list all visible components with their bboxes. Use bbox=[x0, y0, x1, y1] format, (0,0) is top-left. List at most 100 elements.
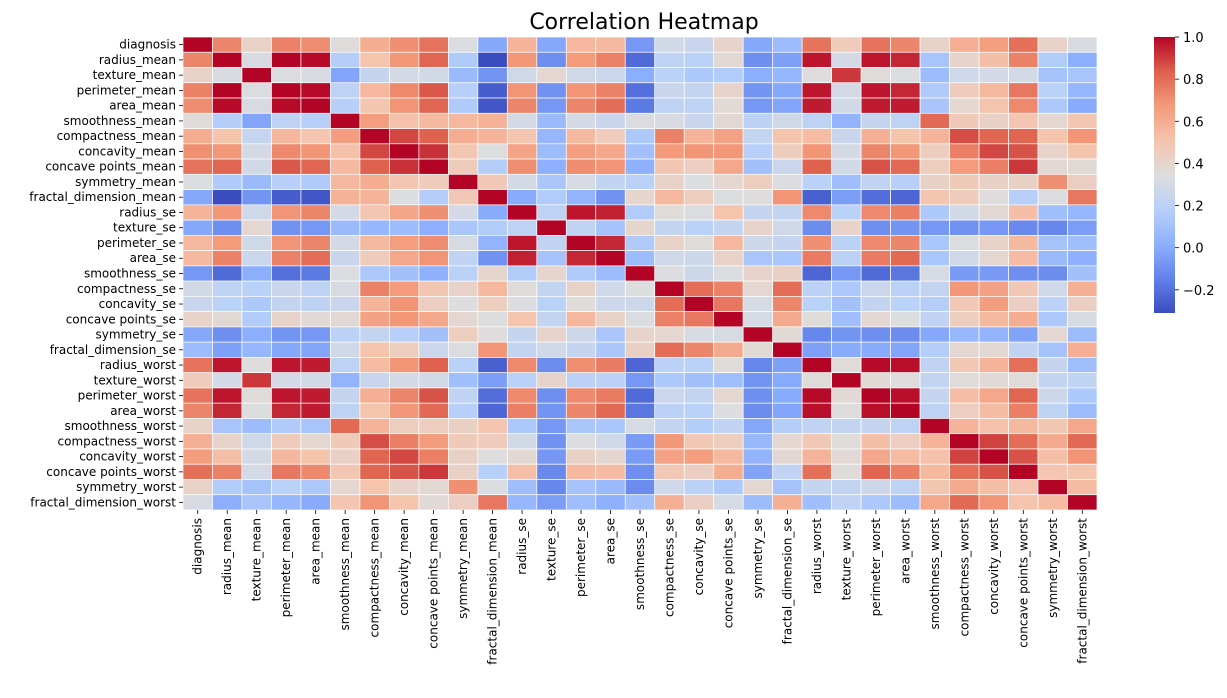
heatmap-cell bbox=[330, 357, 361, 374]
heatmap-cell bbox=[801, 357, 832, 374]
heatmap-cell bbox=[418, 112, 449, 129]
heatmap-cell bbox=[241, 265, 272, 282]
heatmap-cell bbox=[300, 418, 331, 435]
heatmap-cell bbox=[919, 189, 950, 206]
heatmap-cell bbox=[536, 357, 567, 374]
heatmap-cell bbox=[565, 402, 597, 419]
heatmap-cell bbox=[742, 402, 774, 419]
heatmap-cell bbox=[742, 128, 774, 145]
heatmap-cell bbox=[271, 357, 302, 374]
heatmap-cell bbox=[241, 204, 272, 221]
heatmap-cell bbox=[890, 387, 921, 404]
heatmap-cell bbox=[330, 173, 361, 190]
heatmap-cell bbox=[536, 311, 567, 328]
heatmap-cell bbox=[565, 296, 597, 313]
heatmap-cell bbox=[624, 311, 656, 328]
x-tick-label: area_se bbox=[604, 518, 618, 564]
heatmap-cell bbox=[713, 51, 744, 68]
heatmap-cell bbox=[477, 158, 508, 175]
heatmap-cell bbox=[418, 494, 449, 511]
heatmap-cell bbox=[448, 173, 479, 190]
y-tick-label: texture_mean bbox=[93, 68, 176, 82]
heatmap-cell bbox=[271, 433, 302, 450]
heatmap-cell bbox=[418, 311, 449, 328]
heatmap-cell bbox=[683, 51, 715, 68]
heatmap-cell bbox=[742, 418, 774, 435]
heatmap-cell bbox=[506, 204, 538, 221]
heatmap-cell bbox=[477, 463, 508, 480]
heatmap-cell bbox=[1008, 82, 1039, 99]
heatmap-cell bbox=[506, 311, 538, 328]
heatmap-cell bbox=[978, 372, 1009, 389]
heatmap-cell bbox=[330, 189, 361, 206]
heatmap-cell bbox=[801, 494, 832, 511]
heatmap-cell bbox=[536, 296, 567, 313]
heatmap-cell bbox=[536, 173, 567, 190]
heatmap-cell bbox=[565, 36, 597, 53]
heatmap-cell bbox=[418, 280, 449, 297]
heatmap-cell bbox=[1037, 51, 1068, 68]
heatmap-cell bbox=[801, 326, 832, 343]
heatmap-cell bbox=[831, 433, 862, 450]
heatmap-cell bbox=[772, 463, 803, 480]
heatmap-cell bbox=[389, 494, 420, 511]
heatmap-cell bbox=[683, 36, 715, 53]
heatmap-cell bbox=[949, 387, 980, 404]
heatmap-cell bbox=[300, 97, 331, 114]
heatmap-cell bbox=[919, 204, 950, 221]
heatmap-cell bbox=[241, 402, 272, 419]
heatmap-cell bbox=[919, 494, 950, 511]
heatmap-cell bbox=[389, 311, 420, 328]
x-axis-labels: diagnosis radius_mean texture_mean perimete… bbox=[191, 510, 1089, 665]
chart-title: Correlation Heatmap bbox=[529, 10, 758, 35]
x-tick-label: radius_se bbox=[515, 518, 529, 575]
heatmap-cell bbox=[506, 143, 538, 160]
heatmap-cell bbox=[359, 67, 390, 84]
heatmap-cell bbox=[624, 280, 656, 297]
heatmap-cell bbox=[241, 387, 272, 404]
heatmap-cell bbox=[1067, 463, 1098, 480]
heatmap-cell bbox=[801, 204, 832, 221]
heatmap-cell bbox=[742, 250, 774, 267]
heatmap-cell bbox=[389, 51, 420, 68]
heatmap-cell bbox=[212, 402, 243, 419]
heatmap-cell bbox=[978, 265, 1009, 282]
heatmap-cell bbox=[506, 463, 538, 480]
heatmap-cell bbox=[742, 311, 774, 328]
y-tick-label: concave points_se bbox=[66, 312, 176, 326]
heatmap-cell bbox=[359, 204, 390, 221]
heatmap-cell bbox=[890, 326, 921, 343]
y-tick-label: symmetry_se bbox=[96, 328, 177, 342]
heatmap-cell bbox=[683, 112, 715, 129]
heatmap-cell bbox=[300, 280, 331, 297]
heatmap-cell bbox=[477, 189, 508, 206]
heatmap-cell bbox=[300, 265, 331, 282]
heatmap-cell bbox=[624, 448, 656, 465]
heatmap-cell bbox=[212, 82, 243, 99]
heatmap-cell bbox=[890, 296, 921, 313]
heatmap-cell bbox=[654, 219, 685, 236]
heatmap-cell bbox=[241, 418, 272, 435]
heatmap-cell bbox=[448, 250, 479, 267]
heatmap-cell bbox=[477, 433, 508, 450]
heatmap-cell bbox=[801, 173, 832, 190]
y-tick-label: diagnosis bbox=[119, 38, 176, 52]
heatmap-cell bbox=[831, 128, 862, 145]
heatmap-cell bbox=[949, 296, 980, 313]
heatmap-cell bbox=[654, 158, 685, 175]
heatmap-cell bbox=[595, 173, 626, 190]
heatmap-cell bbox=[212, 341, 243, 358]
heatmap-cell bbox=[241, 128, 272, 145]
heatmap-cell bbox=[448, 189, 479, 206]
heatmap-cell bbox=[536, 235, 567, 251]
heatmap-cell bbox=[359, 235, 390, 251]
heatmap-cell bbox=[330, 235, 361, 251]
heatmap-cell bbox=[1037, 235, 1068, 251]
heatmap-cell bbox=[565, 250, 597, 267]
x-tick-label: texture_se bbox=[545, 518, 559, 581]
heatmap-cell bbox=[477, 311, 508, 328]
heatmap-cell bbox=[772, 296, 803, 313]
heatmap-cell bbox=[300, 143, 331, 160]
heatmap-cell bbox=[831, 463, 862, 480]
